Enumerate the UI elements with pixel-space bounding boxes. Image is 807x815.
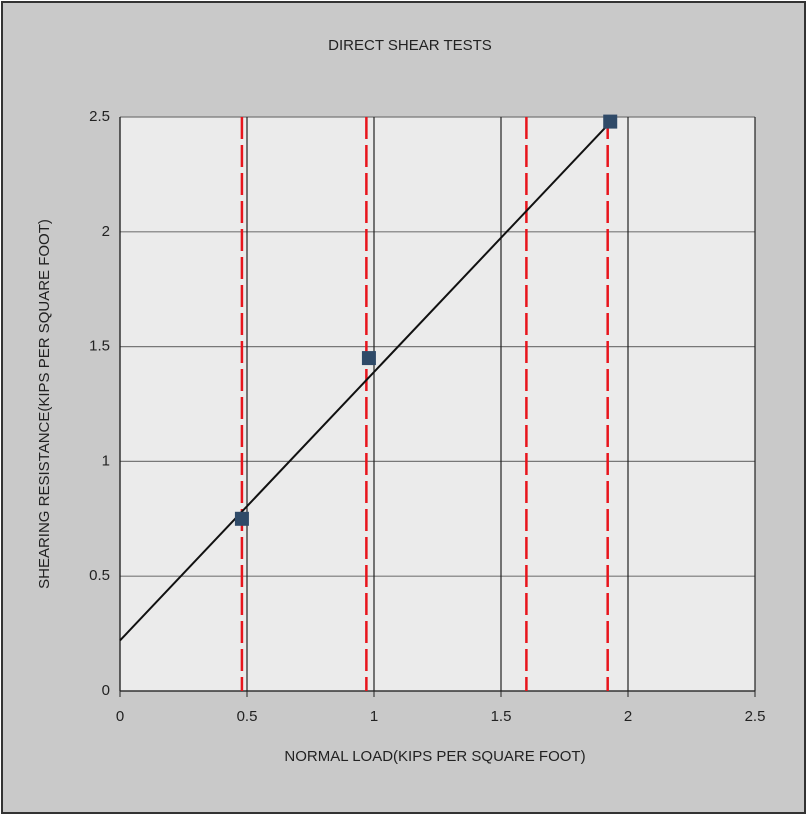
y-tick-label: 2.5 (89, 108, 110, 125)
data-point (603, 114, 618, 129)
data-point (361, 351, 376, 366)
x-tick-label: 1.5 (491, 708, 512, 725)
x-tick-label: 2.5 (745, 708, 766, 725)
x-tick-label: 1 (370, 708, 378, 725)
x-tick-label: 0 (116, 708, 124, 725)
y-axis-label: SHEARING RESISTANCE(KIPS PER SQUARE FOOT… (36, 219, 53, 589)
x-axis-label: NORMAL LOAD(KIPS PER SQUARE FOOT) (284, 748, 585, 765)
x-tick-label: 0.5 (237, 708, 258, 725)
trend-line (119, 116, 617, 642)
y-tick-label: 1.5 (89, 338, 110, 355)
plot-area (120, 117, 755, 691)
y-tick-label: 0.5 (89, 567, 110, 584)
x-tick-label: 2 (624, 708, 632, 725)
y-tick-label: 1 (102, 452, 110, 469)
data-point (234, 511, 249, 526)
y-tick-label: 0 (102, 682, 110, 699)
y-tick-label: 2 (102, 223, 110, 240)
chart-title: DIRECT SHEAR TESTS (328, 37, 492, 54)
